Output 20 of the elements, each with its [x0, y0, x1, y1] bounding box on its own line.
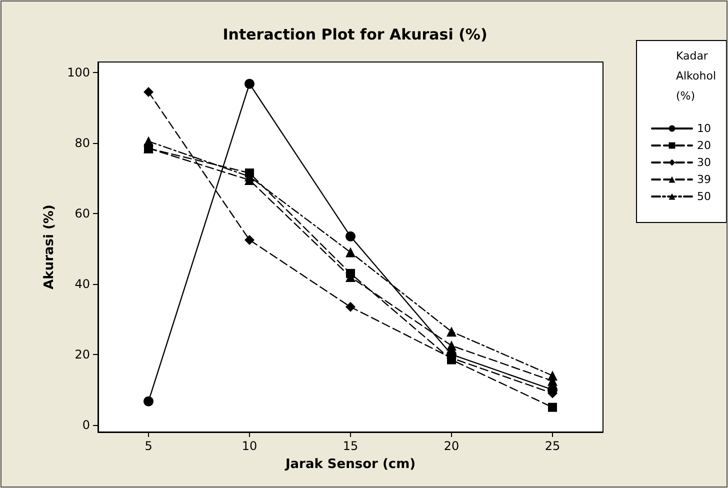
legend-label: 10 — [697, 122, 712, 135]
legend-label: 39 — [697, 173, 712, 186]
chart-title: Interaction Plot for Akurasi (%) — [222, 26, 488, 44]
y-tick-label: 80 — [74, 136, 90, 150]
x-tick-label: 15 — [342, 439, 358, 453]
y-tick-label: 40 — [74, 277, 90, 291]
legend-title: Kadar Alkohol (%) — [676, 50, 716, 102]
x-tick-label: 25 — [544, 439, 560, 453]
x-tick-label: 10 — [242, 439, 258, 453]
x-axis-title: Jarak Sensor (cm) — [284, 457, 416, 472]
x-tick-label: 20 — [444, 439, 460, 453]
y-tick-label: 20 — [74, 347, 90, 362]
y-tick-label: 60 — [74, 206, 90, 221]
x-tick-label: 5 — [144, 439, 152, 453]
legend-label: 30 — [697, 156, 712, 169]
y-axis-title: Akurasi (%) — [42, 204, 58, 290]
y-tick-label: 100 — [67, 66, 90, 80]
y-tick-label: 0 — [82, 418, 90, 432]
legend-label: 50 — [697, 190, 712, 203]
legend-label: 20 — [697, 139, 712, 152]
